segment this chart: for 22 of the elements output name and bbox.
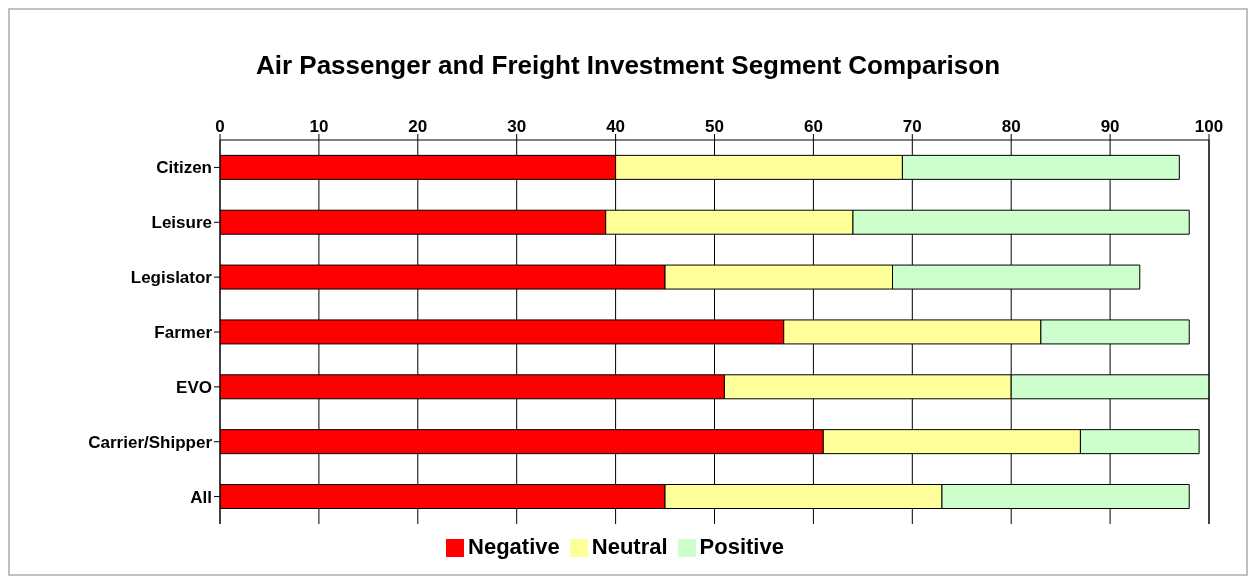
x-tick-label: 0 xyxy=(215,117,225,136)
x-tick-label: 20 xyxy=(408,117,428,136)
legend-label: Negative xyxy=(468,534,560,559)
y-tick-label: Legislator xyxy=(130,268,213,288)
x-tick-label: 50 xyxy=(705,117,724,136)
x-tick-label: 30 xyxy=(507,117,527,136)
y-tick-label: Farmer xyxy=(154,323,213,343)
chart-title: Air Passenger and Freight Investment Segment Comparison xyxy=(254,50,1002,82)
x-tick-label: 40 xyxy=(606,117,626,136)
y-tick-label: Citizen xyxy=(156,158,212,178)
legend-label: Neutral xyxy=(591,534,668,559)
x-tick-label: 100 xyxy=(1194,117,1224,136)
y-tick-label: Leisure xyxy=(151,213,212,233)
x-tick-label: 60 xyxy=(803,117,823,136)
legend-label: Positive xyxy=(699,534,784,559)
x-tick-label: 80 xyxy=(1001,117,1021,136)
y-tick-label: All xyxy=(190,487,212,507)
y-tick-label: Carrier/Shipper xyxy=(88,432,213,452)
y-tick-label: EVO xyxy=(176,377,212,397)
x-tick-label: 90 xyxy=(1100,117,1120,136)
x-tick-label: 70 xyxy=(902,117,922,136)
x-tick-label: 10 xyxy=(309,117,329,136)
